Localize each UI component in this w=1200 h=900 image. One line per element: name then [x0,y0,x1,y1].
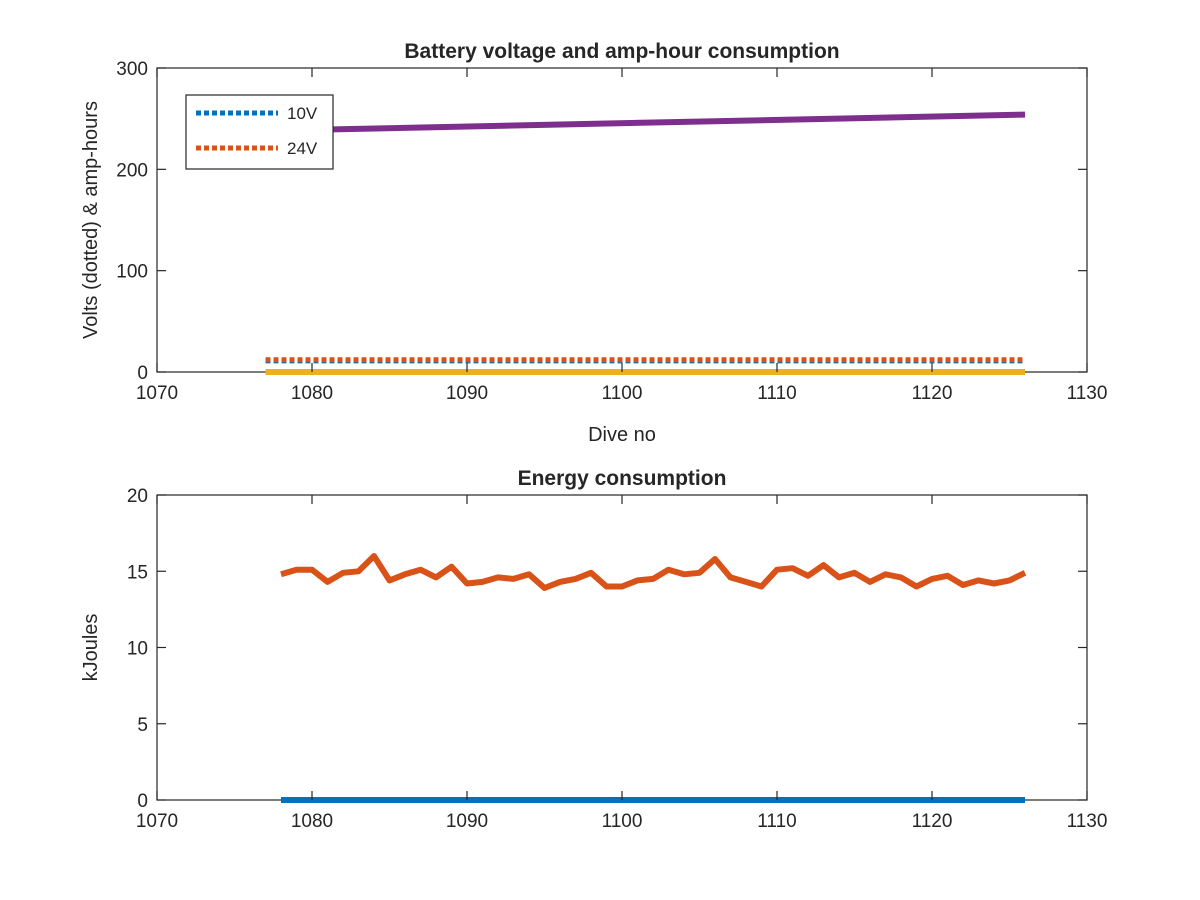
y-tick-label: 300 [116,59,148,80]
x-tick-label: 1100 [602,383,643,404]
chart-title: Energy consumption [518,467,727,490]
y-tick-label: 0 [137,791,148,812]
x-tick-label: 1110 [757,383,796,404]
y-axis-label: kJoules [80,614,102,682]
x-tick-label: 1080 [291,811,333,832]
x-tick-label: 1090 [446,383,488,404]
x-tick-label: 1070 [136,811,178,832]
y-tick-label: 20 [127,486,148,507]
y-axis-label: Volts (dotted) & amp-hours [80,101,102,339]
y-tick-label: 0 [137,363,148,384]
y-tick-label: 15 [127,562,148,583]
x-tick-label: 1090 [446,811,488,832]
legend-box [185,94,334,170]
x-tick-label: 1080 [291,383,333,404]
y-tick-label: 200 [116,160,148,181]
legend: 10V 24V [185,94,334,170]
y-tick-label: 100 [116,262,148,283]
x-tick-label: 1120 [912,383,953,404]
x-tick-label: 1100 [602,811,643,832]
x-tick-label: 1110 [757,811,796,832]
y-tick-label: 5 [137,715,148,736]
series-line-0-3 [265,111,1026,134]
x-tick-label: 1070 [136,383,178,404]
x-axis-label: Dive no [588,424,656,446]
x-tick-label: 1130 [1067,811,1108,832]
x-tick-label: 1130 [1067,383,1108,404]
voltage-amp-hour-axes: 1070 1080 1090 1100 1110 1120 1130 0 100 200 300 Ba… [80,40,1107,446]
energy-consumption-axes: 1070 1080 1090 1100 1110 1120 1130 0 5 10 15 20 Ener… [80,467,1107,832]
x-tick-label: 1120 [912,811,953,832]
y-tick-label: 10 [127,639,148,660]
legend-label-10v: 10V [287,104,318,123]
legend-label-24v: 24V [287,139,318,158]
series-line-1-1 [280,553,1027,591]
chart-title: Battery voltage and amp-hour consumption [404,40,839,63]
